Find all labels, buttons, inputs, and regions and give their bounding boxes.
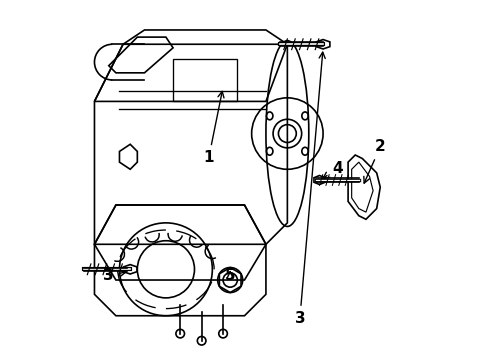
Bar bbox=[173, 59, 237, 102]
Text: 1: 1 bbox=[203, 91, 224, 165]
Text: 3: 3 bbox=[294, 52, 325, 326]
Text: 3: 3 bbox=[103, 268, 126, 283]
Text: 5: 5 bbox=[224, 268, 235, 283]
Text: 2: 2 bbox=[363, 139, 385, 183]
Text: 4: 4 bbox=[323, 161, 342, 178]
